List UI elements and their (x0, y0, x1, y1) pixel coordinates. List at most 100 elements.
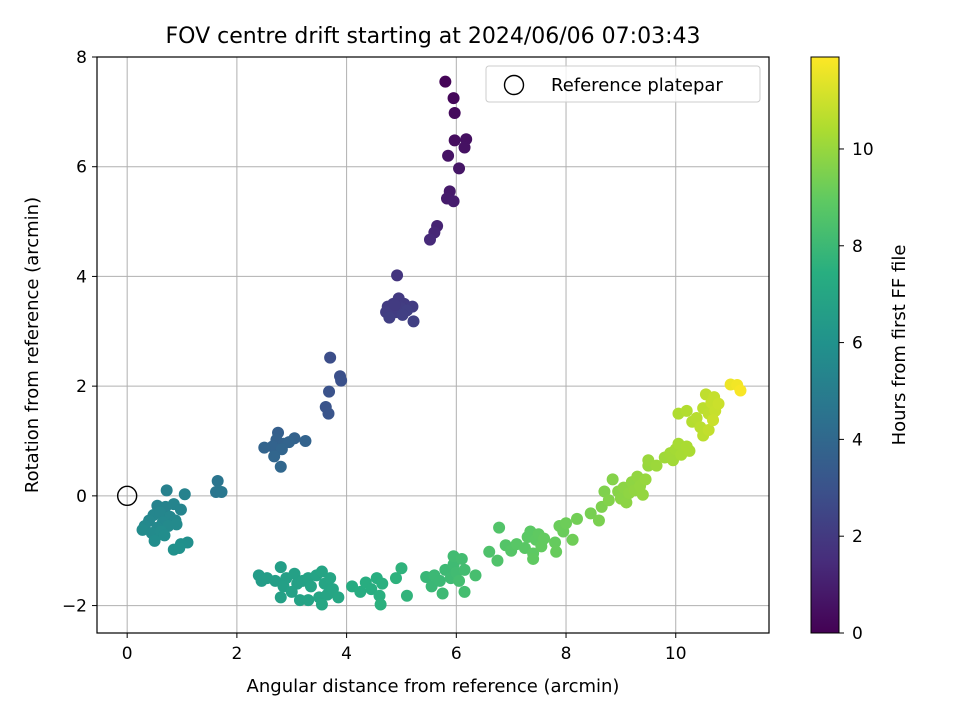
scatter-points (136, 75, 747, 611)
colorbar-gradient (810, 56, 840, 634)
data-point (335, 374, 348, 387)
data-point (453, 162, 466, 175)
data-point (527, 552, 540, 565)
y-tick-label: −2 (62, 597, 87, 617)
x-axis-ticks: 0 2 4 6 8 10 (122, 633, 687, 664)
data-point (483, 545, 496, 558)
data-point (458, 585, 471, 598)
data-point (560, 517, 573, 530)
data-point (491, 554, 504, 567)
colorbar-ticks: 0 2 4 6 8 10 (839, 140, 874, 644)
colorbar-tick-label: 0 (852, 624, 863, 644)
x-tick-label: 2 (231, 644, 242, 664)
data-point (447, 195, 460, 208)
data-point (639, 473, 652, 486)
data-point (373, 589, 386, 602)
data-point (447, 92, 460, 105)
colorbar-tick-label: 2 (852, 527, 863, 547)
y-tick-label: 6 (76, 158, 87, 178)
data-point (680, 404, 693, 417)
data-point (174, 503, 187, 516)
data-point (315, 565, 328, 578)
data-point (160, 484, 173, 497)
data-point (322, 407, 335, 420)
legend-box (485, 65, 761, 103)
colorbar-tick-label: 6 (852, 334, 863, 354)
y-axis-label: Rotation from reference (arcmin) (22, 197, 43, 493)
data-point (275, 443, 288, 456)
data-point (302, 594, 315, 607)
data-point (400, 589, 413, 602)
data-point (158, 529, 171, 542)
data-point (173, 541, 186, 554)
data-point (433, 574, 446, 587)
data-point (288, 567, 301, 580)
data-point (592, 514, 605, 527)
grid (97, 56, 769, 633)
y-tick-label: 4 (76, 267, 87, 287)
data-point (442, 149, 455, 162)
data-point (324, 572, 337, 585)
chart-title: FOV centre drift starting at 2024/06/06 … (166, 24, 701, 49)
data-point (448, 106, 461, 119)
data-point (453, 574, 466, 587)
data-point (148, 534, 161, 547)
data-point (170, 518, 183, 531)
data-point (650, 459, 663, 472)
data-point (211, 475, 224, 488)
data-point (285, 585, 298, 598)
data-point (293, 594, 306, 607)
x-tick-label: 4 (341, 644, 352, 664)
x-tick-label: 8 (561, 644, 572, 664)
data-point (566, 533, 579, 546)
data-point (436, 587, 449, 600)
data-point (268, 450, 281, 463)
plot-area-frame (96, 56, 770, 634)
data-point (274, 561, 287, 574)
data-point (274, 591, 287, 604)
data-point (374, 598, 387, 611)
colorbar-tick-label: 10 (852, 140, 874, 160)
y-axis-ticks: −2 0 2 4 6 8 (62, 48, 97, 617)
data-point (396, 308, 409, 321)
legend-marker-icon (503, 74, 525, 96)
data-point (455, 552, 468, 565)
data-point (383, 311, 396, 324)
x-tick-label: 6 (451, 644, 462, 664)
reference-point (116, 485, 138, 507)
data-point (315, 598, 328, 611)
data-point (448, 134, 461, 147)
data-point (391, 269, 404, 282)
y-tick-label: 8 (76, 48, 87, 68)
data-point (602, 494, 615, 507)
data-point (712, 397, 725, 410)
data-point (323, 385, 336, 398)
data-point (324, 351, 337, 364)
data-point (389, 572, 402, 585)
data-point (702, 424, 715, 437)
data-point (376, 577, 389, 590)
legend-label: Reference platepar (551, 75, 723, 96)
colorbar-label: Hours from first FF file (889, 245, 910, 446)
data-point (636, 488, 649, 501)
data-point (423, 233, 436, 246)
data-point (707, 414, 720, 427)
data-point (458, 563, 471, 576)
reference-marker (116, 485, 138, 507)
data-point (606, 473, 619, 486)
data-point (538, 532, 551, 545)
legend: Reference platepar (485, 65, 761, 103)
y-tick-label: 0 (76, 487, 87, 507)
x-tick-label: 0 (122, 644, 133, 664)
data-point (571, 512, 583, 525)
data-point (734, 384, 747, 397)
data-point (215, 486, 228, 499)
data-point (493, 521, 506, 534)
data-point (620, 496, 633, 509)
data-point (274, 460, 287, 473)
data-point (365, 583, 378, 596)
data-point (439, 75, 452, 88)
data-point (154, 506, 167, 519)
data-point (299, 435, 312, 447)
